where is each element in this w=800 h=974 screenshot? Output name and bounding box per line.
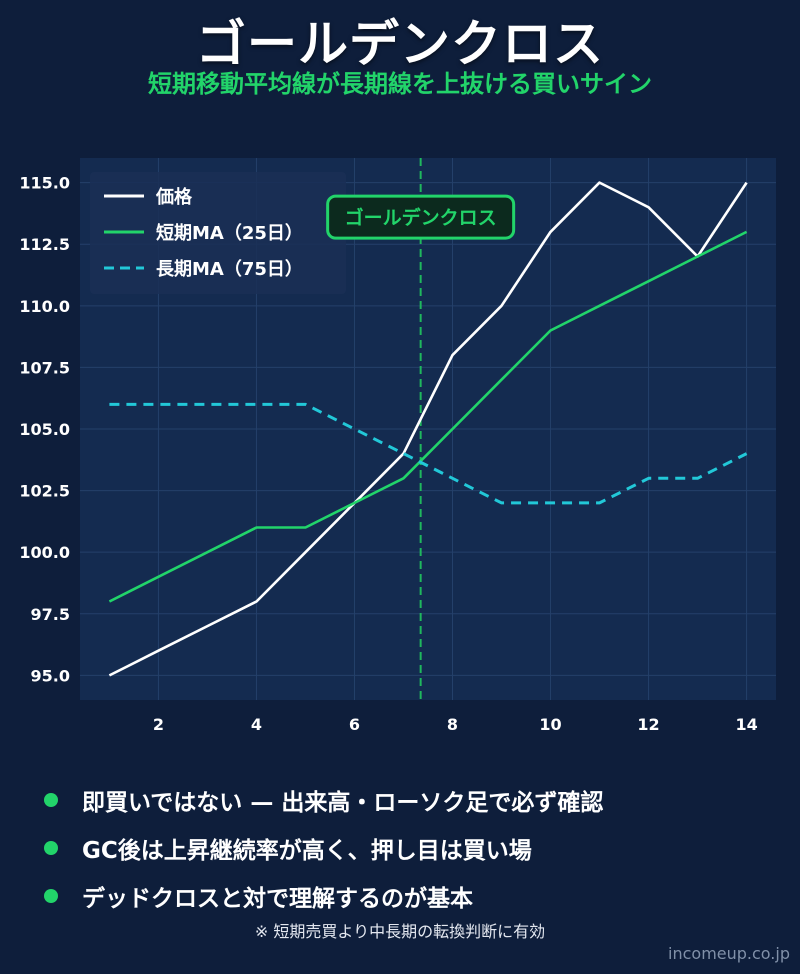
- y-tick-label: 95.0: [31, 666, 70, 685]
- golden-cross-annotation: ゴールデンクロス: [326, 194, 516, 240]
- x-tick-label: 6: [349, 715, 360, 734]
- series-line-0: [108, 181, 748, 677]
- golden-cross-chart: 95.0 97.5 100.0 102.5 105.0 107.5 110.0 112.5 11…: [19, 158, 776, 734]
- series-line-1: [108, 230, 748, 603]
- x-tick-label: 8: [447, 715, 458, 734]
- y-tick-label: 115.0: [19, 174, 70, 193]
- key-point-text: GC後は上昇継続率が高く、押し目は買い場: [82, 838, 532, 864]
- legend-label: 長期MA（75日）: [156, 259, 303, 280]
- key-points-list: 即買いではない — 出来高・ローソク足で必ず確認 GC後は上昇継続率が高く、押し…: [44, 776, 603, 920]
- bullet-dot-icon: [44, 889, 58, 903]
- bullet-dot-icon: [44, 793, 58, 807]
- y-tick-label: 97.5: [31, 605, 70, 624]
- site-watermark: incomeup.co.jp: [668, 944, 790, 963]
- page-subtitle: 短期移動平均線が長期線を上抜ける買いサイン: [148, 70, 652, 98]
- y-tick-label: 107.5: [19, 358, 70, 377]
- legend-label: 価格: [155, 186, 193, 208]
- key-point: 即買いではない — 出来高・ローソク足で必ず確認: [44, 776, 603, 824]
- legend-label: 短期MA（25日）: [156, 222, 303, 244]
- y-tick-label: 112.5: [19, 235, 70, 254]
- key-point: GC後は上昇継続率が高く、押し目は買い場: [44, 824, 603, 872]
- footnote: ※ 短期売買より中長期の転換判断に有効: [254, 922, 546, 941]
- key-point: デッドクロスと対で理解するのが基本: [44, 872, 603, 920]
- key-point-text: 即買いではない — 出来高・ローソク足で必ず確認: [82, 790, 604, 816]
- x-tick-label: 12: [637, 715, 659, 734]
- series-line-2: [109, 402, 748, 505]
- series-layer: [108, 181, 748, 677]
- page-title: ゴールデンクロス: [196, 15, 604, 73]
- y-tick-label: 102.5: [19, 482, 70, 501]
- x-tick-label: 2: [153, 715, 164, 734]
- y-axis-ticks: 95.0 97.5 100.0 102.5 105.0 107.5 110.0 112.5 11…: [19, 174, 70, 686]
- x-tick-label: 4: [251, 715, 262, 734]
- x-tick-label: 10: [539, 715, 561, 734]
- legend-box: [90, 172, 346, 294]
- annotation-label: ゴールデンクロス: [345, 206, 497, 229]
- bullet-dot-icon: [44, 841, 58, 855]
- y-tick-label: 105.0: [19, 420, 70, 439]
- key-point-text: デッドクロスと対で理解するのが基本: [82, 886, 473, 912]
- x-tick-label: 14: [735, 715, 757, 734]
- annotation-box: [326, 194, 516, 240]
- y-tick-label: 110.0: [19, 297, 70, 316]
- y-tick-label: 100.0: [19, 543, 70, 562]
- x-axis-ticks: 2 4 6 8 10 12 14: [153, 715, 758, 734]
- grid-lines: [80, 158, 776, 700]
